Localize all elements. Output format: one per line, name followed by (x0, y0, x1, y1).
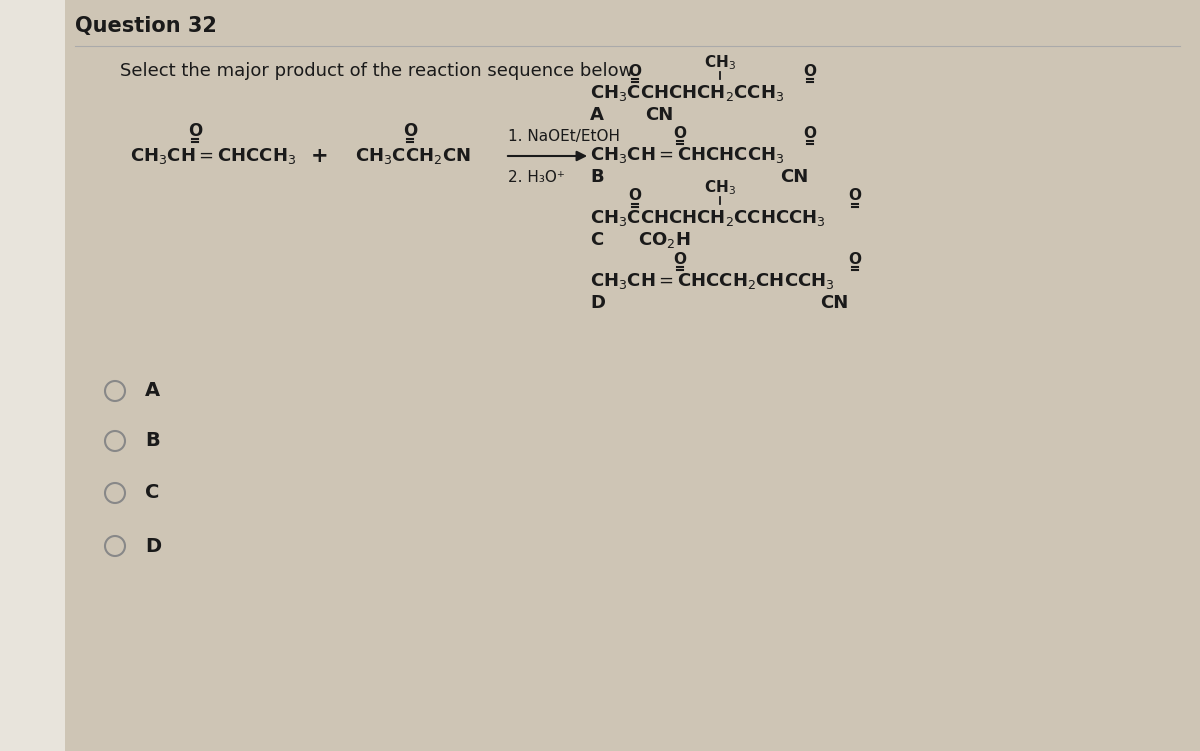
Text: CH$_3$: CH$_3$ (704, 179, 736, 198)
Bar (0, 0, 65, 751)
Text: Select the major product of the reaction sequence below.: Select the major product of the reaction… (120, 62, 637, 80)
Text: CH$_3$CCH$_2$CN: CH$_3$CCH$_2$CN (355, 146, 470, 166)
Text: O: O (629, 189, 642, 204)
Text: C: C (145, 484, 160, 502)
Text: O: O (673, 125, 686, 140)
Text: CH$_3$CH$=$CHCCH$_2$CHCCH$_3$: CH$_3$CH$=$CHCCH$_2$CHCCH$_3$ (590, 271, 835, 291)
Text: +: + (311, 146, 329, 166)
Text: O: O (848, 252, 862, 267)
Text: CH$_3$CCHCHCH$_2$CCHCCH$_3$: CH$_3$CCHCHCH$_2$CCHCCH$_3$ (590, 208, 826, 228)
Text: CH$_3$CCHCHCH$_2$CCH$_3$: CH$_3$CCHCHCH$_2$CCH$_3$ (590, 83, 785, 103)
Text: 2. H₃O⁺: 2. H₃O⁺ (508, 170, 565, 185)
Text: Question 32: Question 32 (74, 16, 217, 36)
Text: O: O (403, 122, 418, 140)
Text: CH$_3$CH$=$CHCCH$_3$: CH$_3$CH$=$CHCCH$_3$ (130, 146, 296, 166)
Text: CN: CN (780, 168, 809, 186)
Text: O: O (804, 125, 816, 140)
Text: CN: CN (820, 294, 848, 312)
Text: CH$_3$: CH$_3$ (704, 53, 736, 72)
Text: O: O (848, 189, 862, 204)
Text: O: O (188, 122, 202, 140)
Text: CO$_2$H: CO$_2$H (638, 230, 690, 250)
Text: A: A (145, 382, 160, 400)
Text: O: O (629, 64, 642, 79)
Text: B: B (590, 168, 604, 186)
Text: 1. NaOEt/EtOH: 1. NaOEt/EtOH (508, 128, 620, 143)
Text: A: A (590, 106, 604, 124)
Text: O: O (804, 64, 816, 79)
Text: CN: CN (646, 106, 673, 124)
Text: D: D (590, 294, 605, 312)
Text: B: B (145, 432, 160, 451)
Text: D: D (145, 536, 161, 556)
Text: O: O (673, 252, 686, 267)
Text: CH$_3$CH$=$CHCHCCH$_3$: CH$_3$CH$=$CHCHCCH$_3$ (590, 145, 785, 165)
Text: C: C (590, 231, 604, 249)
